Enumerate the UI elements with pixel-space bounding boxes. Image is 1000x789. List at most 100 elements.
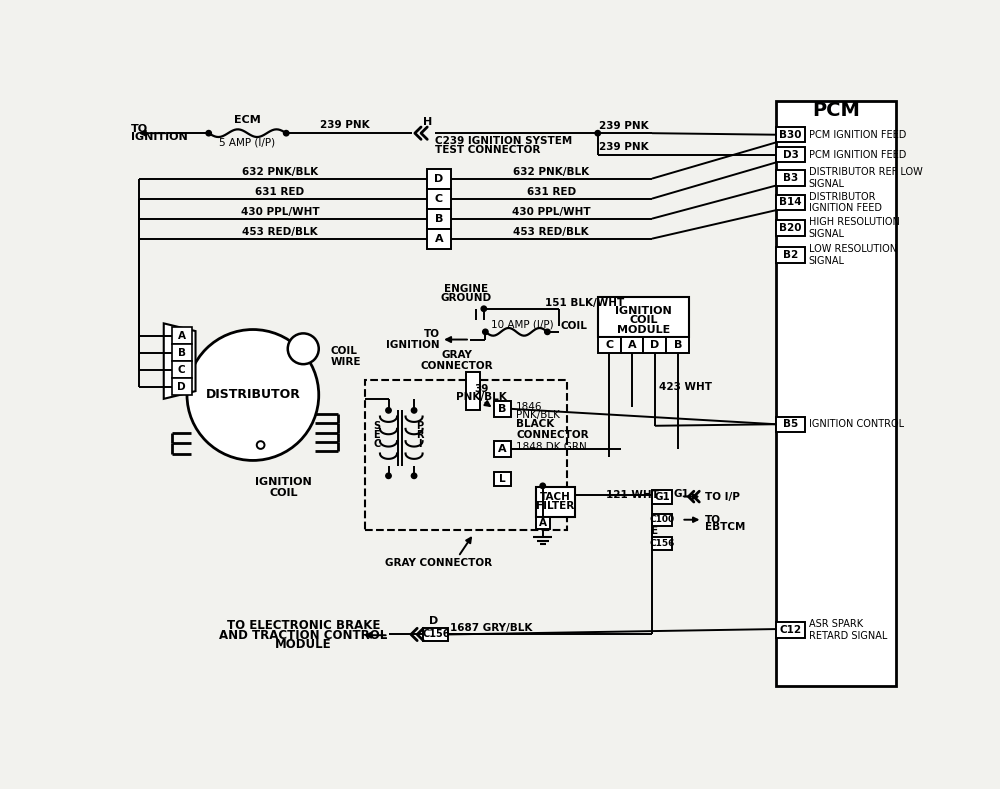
- Text: MODULE: MODULE: [617, 324, 670, 335]
- Text: B20: B20: [779, 222, 802, 233]
- Bar: [172, 361, 192, 378]
- Text: B: B: [178, 348, 186, 357]
- Bar: [172, 344, 192, 361]
- Bar: [643, 337, 666, 353]
- Bar: [494, 401, 511, 417]
- Bar: [427, 189, 450, 208]
- Bar: [776, 127, 805, 143]
- Circle shape: [187, 330, 319, 461]
- Text: TO: TO: [705, 514, 721, 525]
- Polygon shape: [164, 323, 196, 398]
- Text: A: A: [178, 331, 186, 341]
- Bar: [427, 169, 450, 189]
- Text: BLACK
CONNECTOR: BLACK CONNECTOR: [516, 419, 589, 440]
- Text: 631 RED: 631 RED: [527, 187, 576, 196]
- Text: TO ELECTRONIC BRAKE: TO ELECTRONIC BRAKE: [227, 619, 380, 633]
- Text: TO
IGNITION: TO IGNITION: [386, 329, 440, 350]
- Text: A: A: [539, 518, 547, 528]
- Text: C: C: [373, 439, 380, 449]
- Text: B: B: [435, 214, 443, 223]
- Text: A: A: [435, 234, 443, 244]
- Text: B3: B3: [783, 173, 798, 183]
- Text: 430 PPL/WHT: 430 PPL/WHT: [512, 207, 591, 217]
- Text: 632 PNK/BLK: 632 PNK/BLK: [242, 166, 318, 177]
- Text: 5 AMP (I/P): 5 AMP (I/P): [219, 137, 276, 148]
- Text: L: L: [499, 474, 506, 484]
- Text: A: A: [498, 444, 507, 454]
- Bar: [598, 297, 689, 337]
- Text: COIL: COIL: [629, 316, 658, 325]
- Circle shape: [483, 329, 488, 335]
- Text: 453 RED/BLK: 453 RED/BLK: [513, 226, 589, 237]
- Circle shape: [257, 441, 264, 449]
- Text: 10 AMP (I/P): 10 AMP (I/P): [491, 319, 554, 329]
- Text: ASR SPARK
RETARD SIGNAL: ASR SPARK RETARD SIGNAL: [809, 619, 887, 641]
- Text: COIL: COIL: [561, 320, 587, 331]
- Text: IGNITION: IGNITION: [615, 306, 672, 316]
- Text: S: S: [373, 421, 380, 431]
- Text: FILTER: FILTER: [536, 501, 574, 510]
- Circle shape: [540, 483, 545, 488]
- Text: 631 RED: 631 RED: [255, 187, 305, 196]
- Text: PCM: PCM: [812, 100, 860, 120]
- Text: ECM: ECM: [234, 115, 261, 125]
- Text: 632 PNK/BLK: 632 PNK/BLK: [513, 166, 589, 177]
- Text: AND TRACTION CONTROL: AND TRACTION CONTROL: [219, 629, 387, 641]
- Text: IGNITION: IGNITION: [131, 132, 188, 142]
- Text: E: E: [651, 525, 658, 536]
- Bar: [598, 337, 621, 353]
- Bar: [666, 337, 689, 353]
- Text: D: D: [650, 340, 660, 350]
- Text: PCM IGNITION FEED: PCM IGNITION FEED: [809, 150, 906, 159]
- Bar: [776, 220, 805, 236]
- Text: 239 PNK: 239 PNK: [320, 121, 370, 130]
- Bar: [776, 417, 805, 432]
- Text: 453 RED/BLK: 453 RED/BLK: [242, 226, 318, 237]
- Bar: [652, 490, 672, 503]
- Text: B: B: [498, 404, 507, 414]
- Text: TEST CONNECTOR: TEST CONNECTOR: [435, 145, 540, 155]
- Text: TO I/P: TO I/P: [705, 492, 740, 502]
- Text: 423 WHT: 423 WHT: [659, 383, 712, 392]
- Text: PNK/BLK: PNK/BLK: [516, 410, 559, 420]
- Text: COIL
WIRE: COIL WIRE: [330, 346, 361, 368]
- Text: I: I: [418, 439, 421, 449]
- Text: R: R: [416, 430, 423, 440]
- Text: 151 BLK/WHT: 151 BLK/WHT: [545, 297, 624, 308]
- Text: C: C: [605, 340, 613, 350]
- Circle shape: [288, 334, 319, 365]
- Text: GRAY
CONNECTOR: GRAY CONNECTOR: [420, 350, 493, 371]
- Circle shape: [386, 473, 391, 478]
- Text: B30: B30: [779, 129, 802, 140]
- Text: 239 PNK: 239 PNK: [599, 142, 649, 152]
- Bar: [172, 378, 192, 395]
- Bar: [776, 147, 805, 163]
- Circle shape: [545, 329, 550, 335]
- Bar: [652, 537, 672, 550]
- Bar: [776, 195, 805, 210]
- Bar: [427, 229, 450, 249]
- Text: H: H: [423, 117, 432, 126]
- Text: C: C: [435, 193, 443, 204]
- Text: IGNITION
COIL: IGNITION COIL: [256, 477, 312, 498]
- Text: B2: B2: [783, 250, 798, 260]
- Bar: [494, 441, 511, 457]
- Text: 1687 GRY/BLK: 1687 GRY/BLK: [450, 623, 533, 633]
- Text: 430 PPL/WHT: 430 PPL/WHT: [241, 207, 319, 217]
- Text: C100: C100: [650, 515, 675, 524]
- Bar: [494, 472, 511, 486]
- Bar: [427, 208, 450, 229]
- Text: B14: B14: [779, 197, 802, 208]
- Text: GROUND: GROUND: [440, 293, 492, 303]
- Text: B: B: [674, 340, 682, 350]
- Text: HIGH RESOLUTION
SIGNAL: HIGH RESOLUTION SIGNAL: [809, 217, 899, 239]
- Text: 1848 DK GRN: 1848 DK GRN: [516, 443, 586, 452]
- Bar: [536, 517, 550, 529]
- Text: EBTCM: EBTCM: [705, 522, 745, 532]
- Text: 121 WHT: 121 WHT: [606, 490, 658, 500]
- Bar: [621, 337, 643, 353]
- Bar: [466, 372, 480, 410]
- Text: C156: C156: [422, 630, 450, 639]
- Text: PCM IGNITION FEED: PCM IGNITION FEED: [809, 129, 906, 140]
- Text: 1846: 1846: [516, 402, 542, 413]
